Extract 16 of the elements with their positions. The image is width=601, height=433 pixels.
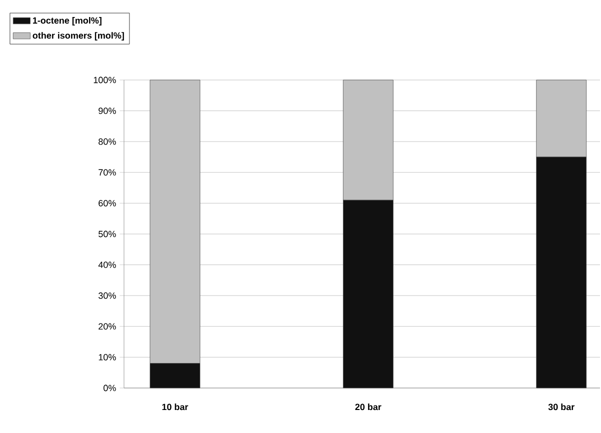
y-tick-label: 80% [98, 138, 116, 145]
x-tick-label: 10 bar [162, 404, 188, 410]
y-tick-label: 0% [104, 384, 116, 392]
y-tick-label: 60% [98, 200, 116, 206]
x-tick-label: 30 bar [548, 404, 574, 410]
y-tick-label: 20% [98, 323, 116, 330]
y-tick-label: 30% [98, 292, 116, 299]
legend-label: other isomers [mol%] [32, 32, 124, 40]
legend-label: 1-octene [mol%] [32, 17, 102, 26]
y-tick-label: 50% [98, 230, 116, 238]
y-tick-label: 40% [98, 262, 116, 268]
y-tick-label: 10% [98, 354, 116, 360]
y-tick-label: 70% [98, 169, 116, 176]
y-tick-label: 90% [98, 108, 116, 114]
y-tick-label: 100% [94, 76, 116, 84]
x-tick-label: 20 bar [355, 404, 382, 410]
